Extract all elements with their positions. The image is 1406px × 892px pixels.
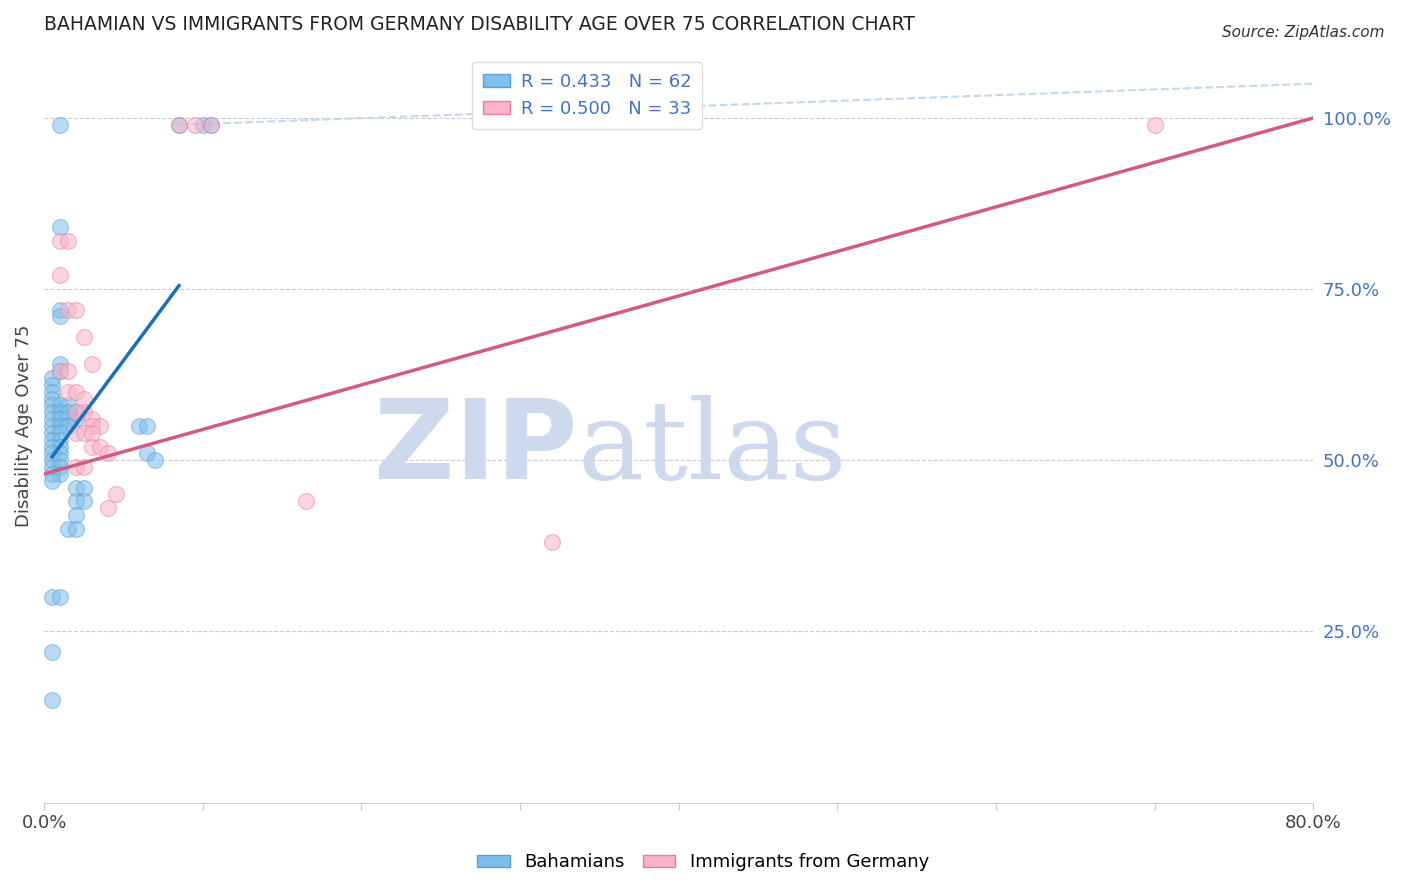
Point	[49, 364, 72, 378]
Point	[1143, 118, 1166, 132]
Point	[49, 358, 72, 372]
Point	[49, 460, 72, 475]
Point	[49, 590, 72, 604]
Point	[41, 425, 63, 440]
Text: Source: ZipAtlas.com: Source: ZipAtlas.com	[1222, 25, 1385, 40]
Point	[128, 419, 150, 434]
Point	[56, 364, 79, 378]
Point	[80, 425, 103, 440]
Point	[49, 440, 72, 454]
Point	[136, 419, 159, 434]
Point	[49, 302, 72, 317]
Point	[65, 384, 87, 399]
Point	[56, 384, 79, 399]
Point	[200, 118, 222, 132]
Point	[49, 118, 72, 132]
Point	[65, 508, 87, 522]
Point	[80, 419, 103, 434]
Point	[65, 405, 87, 419]
Point	[184, 118, 207, 132]
Point	[136, 446, 159, 460]
Point	[56, 302, 79, 317]
Point	[56, 522, 79, 536]
Point	[41, 433, 63, 447]
Point	[167, 118, 190, 132]
Point	[41, 399, 63, 413]
Point	[97, 446, 120, 460]
Point	[73, 330, 96, 344]
Point	[41, 467, 63, 481]
Point	[49, 419, 72, 434]
Point	[41, 645, 63, 659]
Point	[191, 118, 214, 132]
Point	[41, 371, 63, 385]
Legend: Bahamians, Immigrants from Germany: Bahamians, Immigrants from Germany	[470, 847, 936, 879]
Point	[73, 405, 96, 419]
Point	[65, 412, 87, 426]
Point	[56, 405, 79, 419]
Point	[80, 412, 103, 426]
Point	[41, 440, 63, 454]
Point	[56, 419, 79, 434]
Point	[56, 412, 79, 426]
Text: atlas: atlas	[576, 395, 846, 502]
Point	[49, 234, 72, 248]
Point	[49, 268, 72, 283]
Point	[65, 494, 87, 508]
Point	[295, 494, 318, 508]
Point	[49, 446, 72, 460]
Point	[89, 440, 111, 454]
Point	[200, 118, 222, 132]
Point	[41, 384, 63, 399]
Point	[49, 433, 72, 447]
Point	[65, 460, 87, 475]
Point	[41, 474, 63, 488]
Point	[540, 535, 562, 549]
Point	[65, 522, 87, 536]
Point	[89, 419, 111, 434]
Point	[49, 467, 72, 481]
Point	[41, 453, 63, 467]
Point	[41, 419, 63, 434]
Point	[56, 234, 79, 248]
Point	[73, 425, 96, 440]
Point	[65, 481, 87, 495]
Point	[104, 487, 127, 501]
Point	[80, 440, 103, 454]
Point	[49, 405, 72, 419]
Point	[49, 453, 72, 467]
Point	[49, 310, 72, 324]
Point	[41, 378, 63, 392]
Point	[49, 425, 72, 440]
Point	[73, 460, 96, 475]
Point	[41, 460, 63, 475]
Point	[65, 425, 87, 440]
Point	[56, 399, 79, 413]
Text: BAHAMIAN VS IMMIGRANTS FROM GERMANY DISABILITY AGE OVER 75 CORRELATION CHART: BAHAMIAN VS IMMIGRANTS FROM GERMANY DISA…	[44, 15, 915, 34]
Point	[80, 358, 103, 372]
Y-axis label: Disability Age Over 75: Disability Age Over 75	[15, 325, 32, 527]
Point	[49, 364, 72, 378]
Point	[41, 392, 63, 406]
Point	[97, 501, 120, 516]
Point	[49, 399, 72, 413]
Point	[73, 392, 96, 406]
Point	[143, 453, 166, 467]
Point	[41, 590, 63, 604]
Legend: R = 0.433   N = 62, R = 0.500   N = 33: R = 0.433 N = 62, R = 0.500 N = 33	[472, 62, 702, 129]
Point	[41, 412, 63, 426]
Point	[41, 405, 63, 419]
Point	[41, 446, 63, 460]
Point	[73, 481, 96, 495]
Point	[41, 693, 63, 707]
Point	[49, 412, 72, 426]
Text: ZIP: ZIP	[374, 395, 576, 502]
Point	[167, 118, 190, 132]
Point	[49, 220, 72, 235]
Point	[65, 302, 87, 317]
Point	[65, 405, 87, 419]
Point	[73, 494, 96, 508]
